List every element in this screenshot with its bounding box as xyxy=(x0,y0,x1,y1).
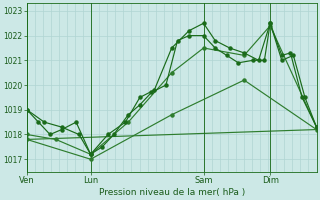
X-axis label: Pression niveau de la mer( hPa ): Pression niveau de la mer( hPa ) xyxy=(99,188,245,197)
